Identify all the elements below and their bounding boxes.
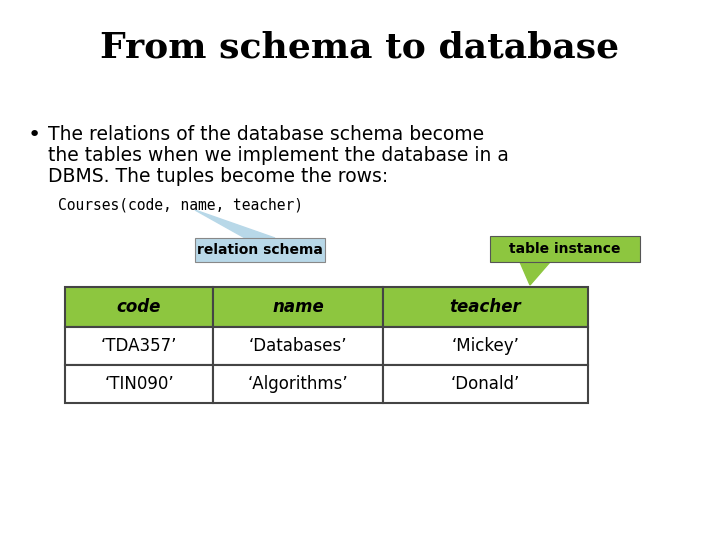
Text: ‘TIN090’: ‘TIN090’ [104, 375, 174, 393]
Bar [213, 327, 383, 365]
Text: ‘Algorithms’: ‘Algorithms’ [248, 375, 348, 393]
Text: From schema to database: From schema to database [100, 30, 620, 64]
Text: ‘Mickey’: ‘Mickey’ [451, 337, 520, 355]
Text: The relations of the database schema become: The relations of the database schema bec… [48, 125, 484, 144]
FancyBboxPatch shape [195, 238, 325, 262]
Text: relation schema: relation schema [197, 243, 323, 257]
Text: the tables when we implement the database in a: the tables when we implement the databas… [48, 146, 509, 165]
Text: DBMS. The tuples become the rows:: DBMS. The tuples become the rows: [48, 167, 388, 186]
Polygon shape [195, 210, 275, 238]
Bar [213, 365, 383, 403]
Text: code: code [117, 298, 161, 316]
Text: name: name [272, 298, 324, 316]
Text: ‘Donald’: ‘Donald’ [451, 375, 520, 393]
FancyBboxPatch shape [490, 236, 640, 262]
Bar [65, 365, 213, 403]
Text: Courses(code, name, teacher): Courses(code, name, teacher) [58, 198, 303, 213]
Bar [383, 365, 588, 403]
Bar [383, 287, 588, 327]
Bar [213, 287, 383, 327]
Text: ‘Databases’: ‘Databases’ [248, 337, 347, 355]
Text: •: • [28, 125, 41, 145]
Text: teacher: teacher [449, 298, 521, 316]
Bar [65, 327, 213, 365]
Text: table instance: table instance [509, 242, 621, 256]
Bar [65, 287, 213, 327]
Polygon shape [520, 262, 550, 285]
Bar [383, 327, 588, 365]
Text: ‘TDA357’: ‘TDA357’ [101, 337, 177, 355]
